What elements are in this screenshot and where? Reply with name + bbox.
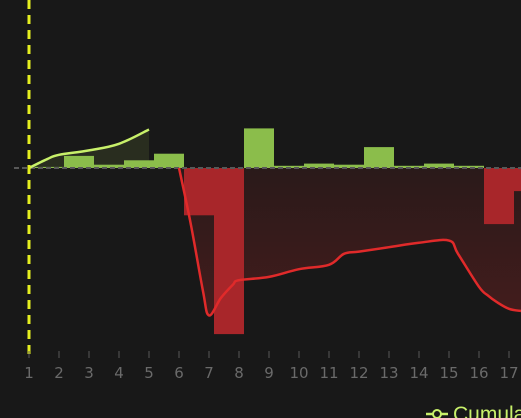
tick-layer: 1 2 3 4 5 6 7 8 9 10 11 12 13 14 15 16 17 <box>24 351 519 382</box>
x-tick-label-12: 12 <box>349 364 368 382</box>
x-tick-label-17: 17 <box>499 364 518 382</box>
bar-9[interactable] <box>274 165 304 168</box>
bar-17[interactable] <box>514 168 521 192</box>
x-tick-label-13: 13 <box>379 364 398 382</box>
positive-area <box>29 129 149 168</box>
x-tick-label-6: 6 <box>174 364 184 382</box>
x-tick-label-8: 8 <box>234 364 244 382</box>
cumulative-line[interactable] <box>28 128 150 170</box>
line-layer <box>28 128 521 317</box>
bar-4[interactable] <box>124 160 154 168</box>
bar-6[interactable] <box>184 168 214 216</box>
legend-label-cumulative: Cumulative <box>453 403 521 418</box>
bar-11[interactable] <box>334 164 364 168</box>
bar-10[interactable] <box>304 163 334 168</box>
bar-13[interactable] <box>394 165 424 168</box>
bar-3[interactable] <box>94 164 124 168</box>
x-tick-label-4: 4 <box>114 364 124 382</box>
bar-14[interactable] <box>424 163 454 168</box>
legend-marker-cumulative <box>432 409 442 418</box>
bar-7[interactable] <box>214 168 244 335</box>
x-tick-label-9: 9 <box>264 364 274 382</box>
bar-15[interactable] <box>454 165 484 168</box>
bar-layer <box>34 128 521 335</box>
negative-area <box>179 168 521 316</box>
x-tick-label-1: 1 <box>24 364 34 382</box>
bar-2[interactable] <box>64 155 94 168</box>
x-tick-label-3: 3 <box>84 364 94 382</box>
x-tick-label-14: 14 <box>409 364 428 382</box>
legend[interactable]: Cumulative <box>426 403 521 418</box>
bar-8[interactable] <box>244 128 274 168</box>
x-tick-label-5: 5 <box>144 364 154 382</box>
x-tick-label-11: 11 <box>319 364 338 382</box>
x-tick-label-15: 15 <box>439 364 458 382</box>
area-layer <box>29 129 521 316</box>
negative-line[interactable] <box>177 167 521 317</box>
bar-5[interactable] <box>154 153 184 168</box>
x-tick-label-7: 7 <box>204 364 214 382</box>
bar-16[interactable] <box>484 168 514 225</box>
x-tick-label-16: 16 <box>469 364 488 382</box>
x-tick-label-10: 10 <box>289 364 308 382</box>
bar-12[interactable] <box>364 147 394 168</box>
x-tick-label-2: 2 <box>54 364 64 382</box>
